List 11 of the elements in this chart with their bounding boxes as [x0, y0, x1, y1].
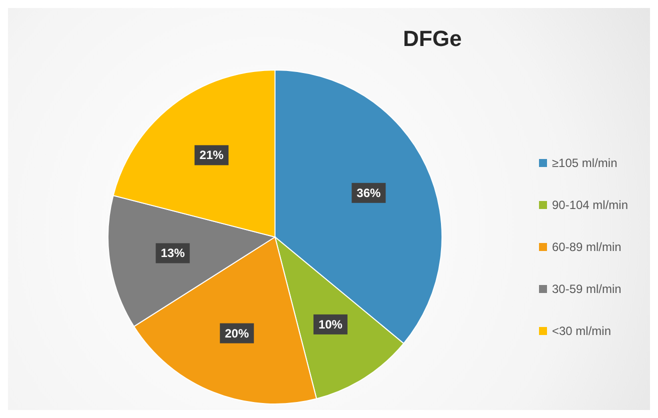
data-label: 21%	[200, 148, 224, 162]
data-label: 10%	[318, 317, 343, 332]
data-label: 20%	[224, 326, 250, 340]
legend-label: 60-89 ml/min	[552, 240, 622, 254]
data-label: 36%	[356, 186, 382, 200]
chart-title: DFGe	[403, 26, 462, 52]
legend-label: 30-59 ml/min	[552, 282, 622, 296]
legend-label: <30 ml/min	[552, 324, 611, 338]
legend-label: ≥105 ml/min	[552, 156, 618, 170]
data-label: 13%	[160, 246, 186, 260]
legend-label: 90-104 ml/min	[552, 198, 628, 212]
